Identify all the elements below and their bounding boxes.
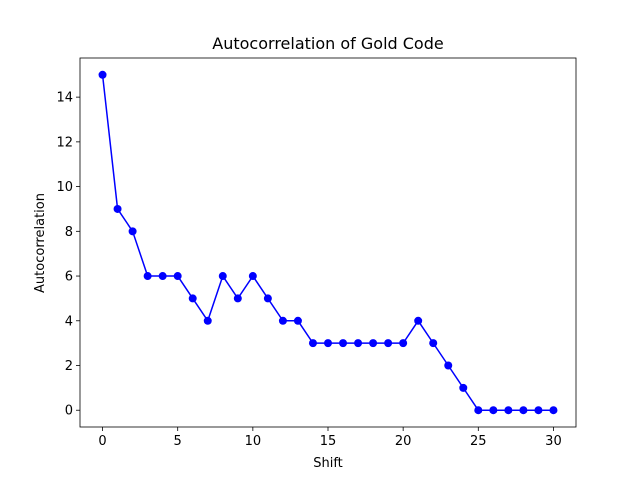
series-line-0 <box>101 74 554 411</box>
data-point-28 <box>519 406 528 415</box>
data-point-12 <box>278 316 287 325</box>
data-point-14 <box>308 339 317 348</box>
x-axis-label: Shift <box>313 456 343 471</box>
data-point-6 <box>188 294 197 303</box>
data-point-8 <box>218 272 227 281</box>
data-point-11 <box>263 294 272 303</box>
x-tick-label-0: 0 <box>98 434 106 449</box>
x-tick-label-4: 20 <box>395 434 412 449</box>
y-tick-label-1: 2 <box>65 359 73 374</box>
data-point-23 <box>444 361 453 370</box>
data-point-30 <box>549 406 558 415</box>
y-tick-label-0: 0 <box>65 404 73 419</box>
data-point-29 <box>534 406 543 415</box>
x-tick-label-1: 5 <box>174 434 182 449</box>
data-point-15 <box>324 339 332 348</box>
data-point-0 <box>98 70 107 79</box>
y-tick-label-5: 10 <box>56 180 73 195</box>
y-tick-label-4: 8 <box>65 225 73 240</box>
data-point-21 <box>414 316 423 325</box>
data-point-24 <box>459 383 468 392</box>
data-point-19 <box>384 339 393 348</box>
data-point-4 <box>158 272 167 281</box>
data-point-1 <box>113 204 122 213</box>
data-point-27 <box>504 406 513 415</box>
plot-area: 0 5 10 15 20 25 30 0 2 4 6 8 10 12 14 <box>56 57 577 449</box>
x-tick-label-5: 25 <box>470 434 487 449</box>
y-tick-label-2: 4 <box>65 314 73 329</box>
data-point-18 <box>369 339 378 348</box>
y-tick-label-7: 14 <box>56 91 73 106</box>
axes-frame <box>79 57 577 428</box>
data-point-9 <box>233 294 242 303</box>
data-point-25 <box>474 406 483 415</box>
data-point-10 <box>248 272 257 281</box>
y-axis-label: Autocorrelation <box>33 193 48 293</box>
y-tick-label-3: 6 <box>65 270 73 285</box>
data-point-22 <box>429 339 438 348</box>
x-tick-label-2: 10 <box>245 434 262 449</box>
data-point-13 <box>293 316 302 325</box>
y-tick-label-6: 12 <box>56 135 73 150</box>
data-point-2 <box>128 227 137 236</box>
data-point-26 <box>489 406 498 415</box>
data-point-7 <box>203 316 212 325</box>
data-point-16 <box>339 339 348 348</box>
x-tick-label-6: 30 <box>545 434 562 449</box>
x-tick-label-3: 15 <box>320 434 337 449</box>
data-point-5 <box>173 272 182 281</box>
chart-title: Autocorrelation of Gold Code <box>212 34 443 53</box>
data-point-3 <box>143 272 152 281</box>
data-point-17 <box>354 339 363 348</box>
data-point-20 <box>399 339 408 348</box>
